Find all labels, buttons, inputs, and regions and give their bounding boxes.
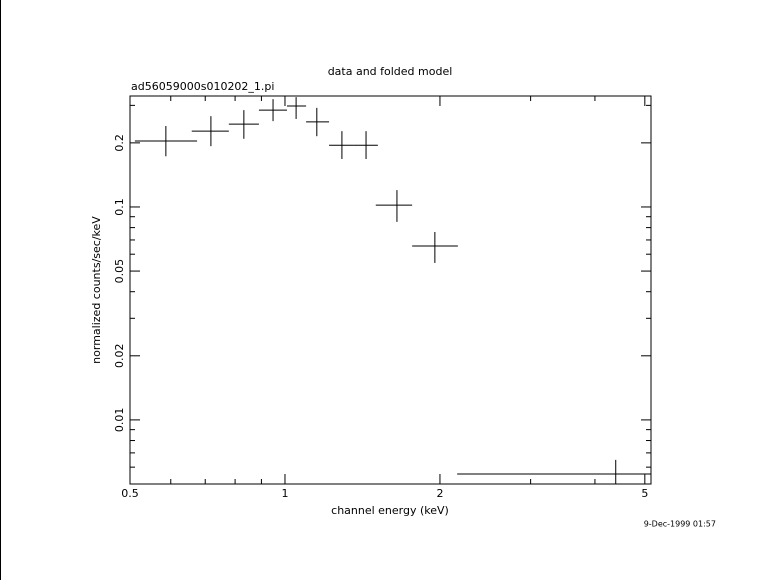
y-tick-label: 0.2 [113, 134, 126, 152]
y-axis-label: normalized counts/sec/keV [90, 216, 103, 364]
y-tick-label: 0.1 [113, 198, 126, 216]
x-tick-label: 5 [641, 487, 648, 500]
x-tick-label: 2 [436, 487, 443, 500]
x-axis-label: channel energy (keV) [331, 504, 449, 517]
x-tick-label: 1 [281, 487, 288, 500]
y-tick-label: 0.01 [113, 408, 126, 433]
timestamp: 9-Dec-1999 01:57 [644, 520, 716, 529]
chart-title: data and folded model [328, 65, 453, 78]
plot-frame [129, 95, 652, 485]
y-tick-label: 0.05 [113, 259, 126, 284]
y-tick-label: 0.02 [113, 344, 126, 369]
chart-subtitle: ad56059000s010202_1.pi [131, 80, 274, 93]
x-tick-label: 0.5 [121, 487, 139, 500]
